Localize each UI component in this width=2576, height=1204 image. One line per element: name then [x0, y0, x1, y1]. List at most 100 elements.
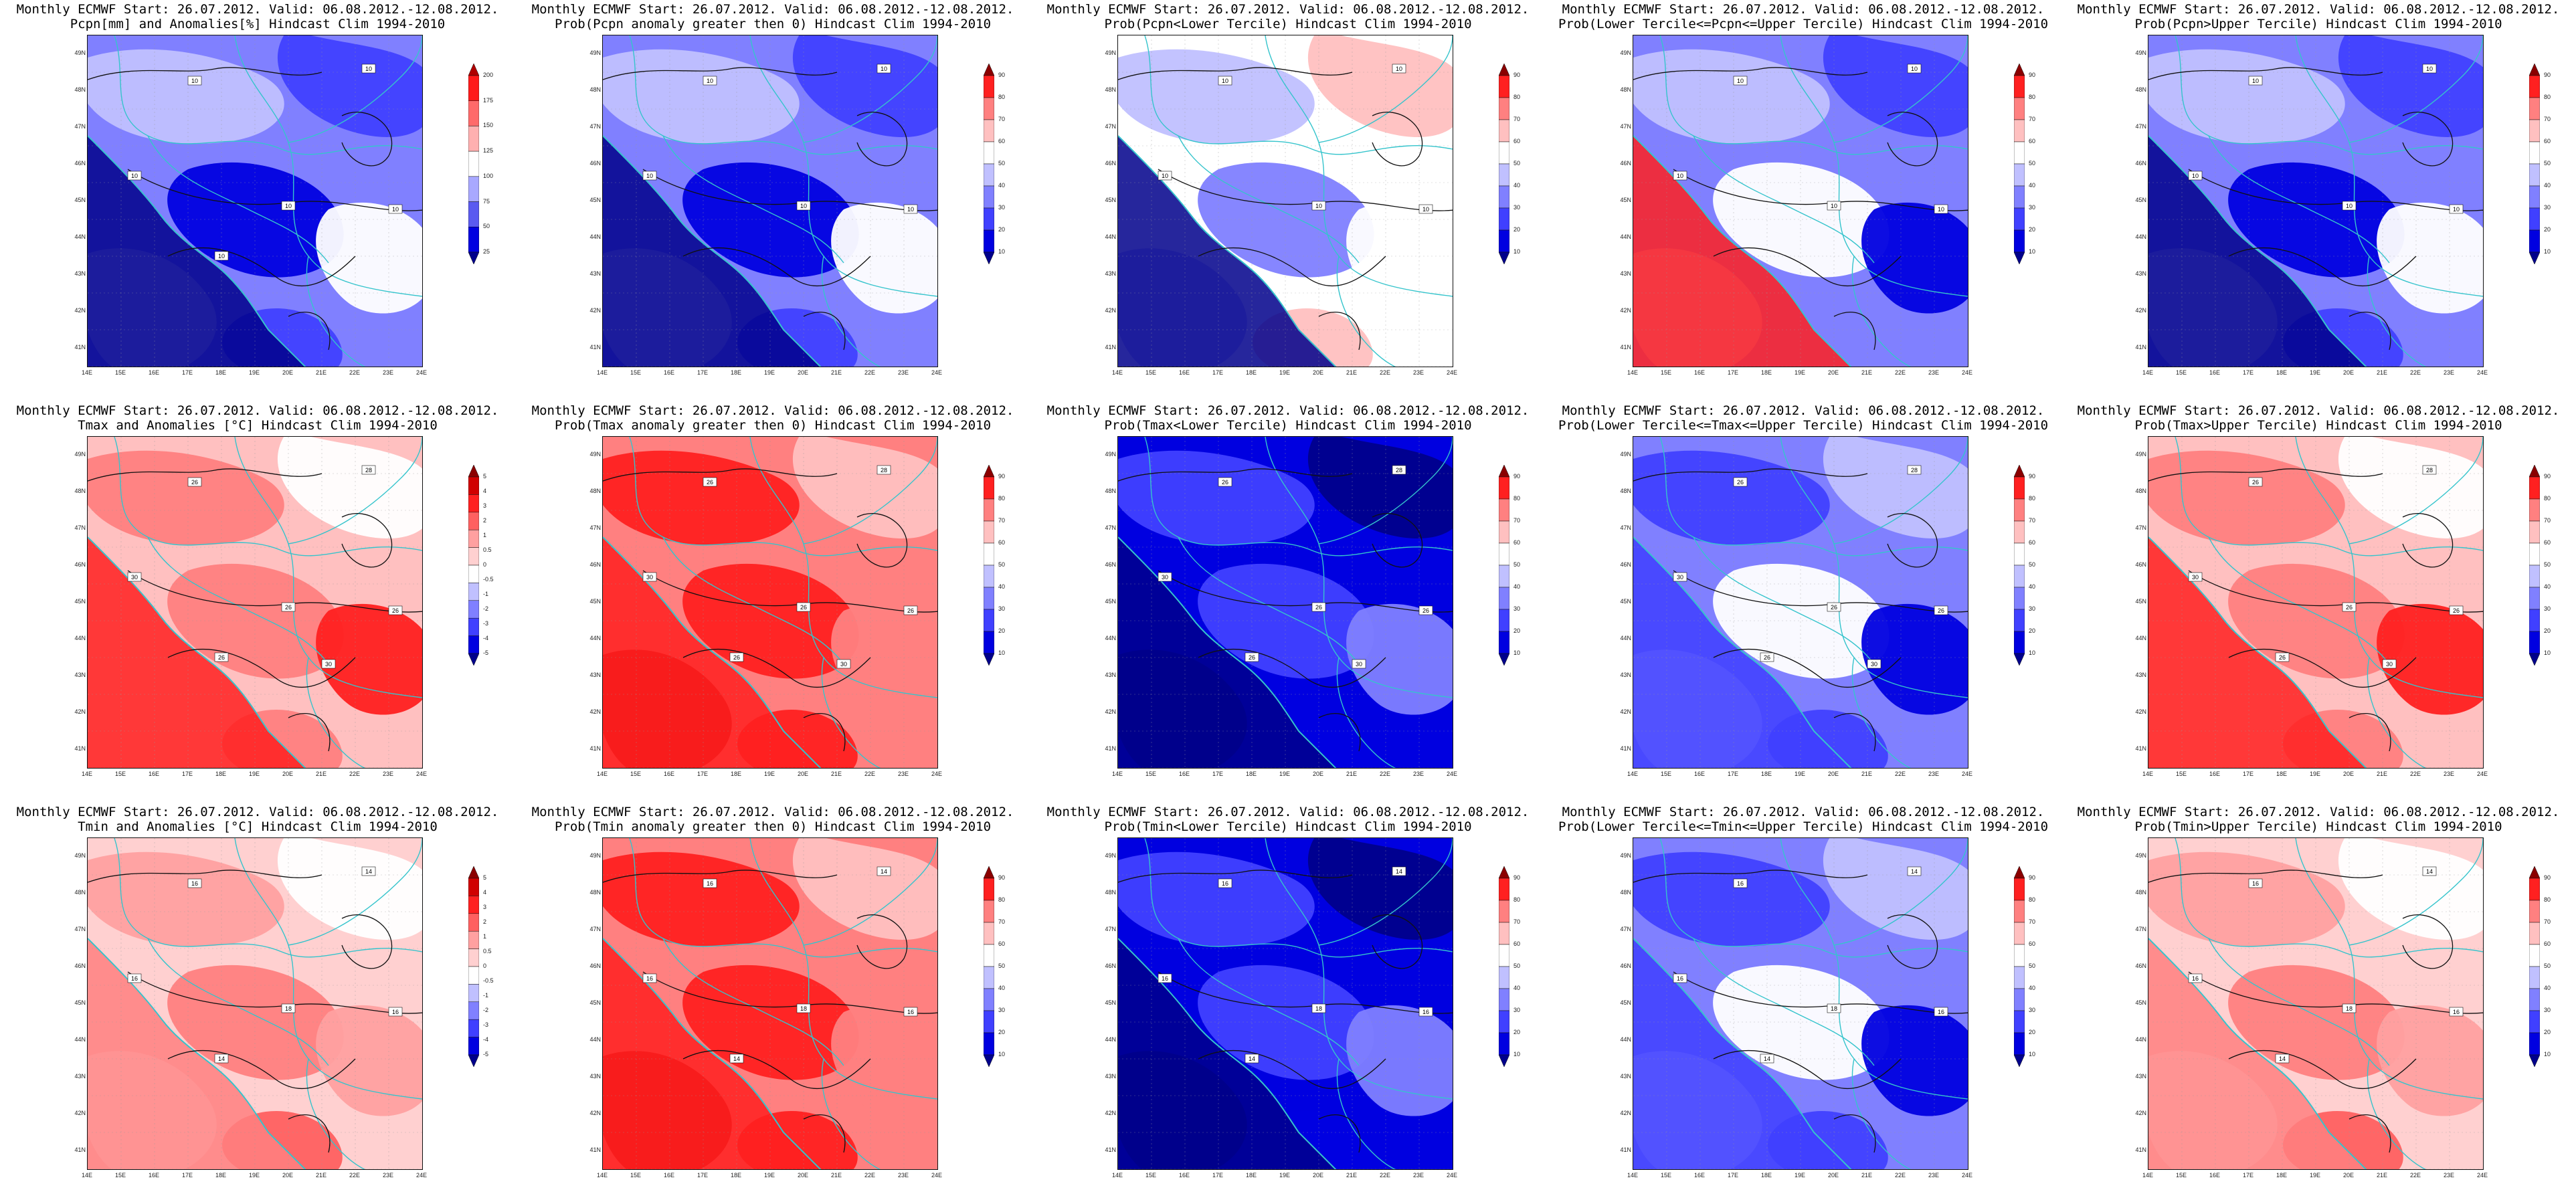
contour-label: 10: [1418, 204, 1433, 214]
colorbar-tick: 40: [1513, 985, 1521, 991]
colorbar-tick: -4: [483, 1036, 489, 1043]
panel-title: Monthly ECMWF Start: 26.07.2012. Valid: …: [2077, 403, 2560, 418]
latitude-label: 41N: [74, 745, 86, 752]
contour-label: 16: [1934, 1007, 1948, 1017]
longitude-label: 17E: [1212, 369, 1223, 376]
contour-line: [2148, 67, 2383, 80]
longitude-label: 18E: [2276, 369, 2287, 376]
colorbar-tick: -5: [483, 649, 489, 656]
contour-label: 26: [388, 605, 403, 615]
field-patch: [1633, 450, 1830, 545]
longitude-label: 22E: [1379, 771, 1390, 777]
longitude-label: 15E: [114, 771, 126, 777]
latitude-label: 44N: [74, 1036, 86, 1043]
colorbar-tick: 40: [2544, 182, 2551, 189]
country-border: [1851, 1058, 1912, 1169]
svg-text:10: 10: [646, 173, 653, 179]
colorbar-tick: 0: [483, 963, 487, 969]
country-border: [662, 536, 844, 665]
latitude-label: 42N: [2135, 708, 2146, 715]
colorbar-tick: 70: [2029, 918, 2036, 925]
colorbar-tick: 5: [483, 473, 487, 480]
svg-text:16: 16: [2453, 1009, 2460, 1015]
contour-label: 14: [2275, 1054, 2290, 1064]
longitude-label: 20E: [1827, 1172, 1839, 1179]
longitude-label: 18E: [1760, 1172, 1772, 1179]
longitude-label: 20E: [282, 369, 293, 376]
map-panel: Monthly ECMWF Start: 26.07.2012. Valid: …: [1030, 401, 1546, 803]
latitude-label: 48N: [1105, 488, 1116, 494]
longitude-label: 22E: [864, 771, 875, 777]
contour-label: 30: [2188, 572, 2203, 582]
contour-label: 16: [642, 973, 657, 983]
country-border: [2208, 536, 2390, 665]
latitude-label: 49N: [1105, 852, 1116, 859]
latitude-label: 47N: [74, 524, 86, 531]
field-patch: [277, 838, 422, 940]
field-patch: [1346, 1005, 1453, 1116]
country-border: [1833, 838, 1968, 946]
contour-label: 14: [1907, 866, 1922, 876]
colorbar-tick: -1: [483, 591, 489, 597]
latitude-label: 41N: [1620, 344, 1631, 350]
colorbar-tick: 10: [998, 649, 1006, 656]
svg-text:10: 10: [1831, 203, 1837, 209]
coastline: [2148, 536, 2367, 768]
colorbar-tick: 50: [483, 223, 490, 230]
field-patch: [2148, 450, 2345, 545]
field-patch: [88, 49, 284, 144]
longitude-label: 16E: [1178, 771, 1190, 777]
svg-text:14: 14: [2426, 868, 2433, 875]
latitude-label: 44N: [74, 233, 86, 240]
colorbar-tick: 70: [1513, 918, 1521, 925]
latitude-label: 41N: [1105, 1146, 1116, 1153]
svg-text:26: 26: [218, 654, 225, 661]
longitude-label: 23E: [897, 771, 909, 777]
contour-label: 14: [1392, 866, 1406, 876]
field-patch: [316, 1005, 422, 1116]
map-canvas: 16 14 16 18 16 14: [1118, 838, 1453, 1169]
colorbar-tick: 90: [1513, 72, 1521, 78]
longitude-label: 20E: [1312, 369, 1323, 376]
colorbar-tick: 70: [2544, 918, 2551, 925]
svg-text:14: 14: [1249, 1056, 1255, 1062]
longitude-label: 14E: [596, 771, 608, 777]
colorbar-tick: 10: [2544, 649, 2551, 656]
latitude-label: 48N: [589, 86, 601, 93]
latitude-label: 41N: [1620, 1146, 1631, 1153]
country-border: [1144, 35, 1453, 155]
country-border: [306, 1058, 366, 1169]
contour-label: 10: [1827, 201, 1841, 211]
latitude-label: 47N: [589, 123, 601, 130]
panel-title: Monthly ECMWF Start: 26.07.2012. Valid: …: [16, 403, 499, 418]
longitude-label: 20E: [2342, 771, 2354, 777]
contour-line: [341, 112, 393, 167]
contour-line: [856, 513, 908, 568]
latitude-label: 49N: [2135, 49, 2146, 56]
svg-text:10: 10: [1911, 66, 1918, 72]
country-border: [821, 657, 881, 768]
colorbar-tick: 40: [1513, 182, 1521, 189]
longitude-label: 16E: [148, 771, 159, 777]
panel-title: Monthly ECMWF Start: 26.07.2012. Valid: …: [16, 2, 499, 17]
colorbar-tick: 80: [2029, 495, 2036, 502]
latitude-label: 42N: [2135, 1110, 2146, 1116]
colorbar-tick: 60: [2029, 138, 2036, 144]
latitude-label: 48N: [2135, 488, 2146, 494]
coastline: [603, 536, 822, 768]
colorbar-tick: 20: [2029, 1029, 2036, 1035]
longitude-label: 17E: [697, 1172, 708, 1179]
longitude-label: 18E: [215, 1172, 226, 1179]
svg-text:16: 16: [2192, 975, 2199, 982]
colorbar-tick: 1: [483, 532, 487, 538]
latitude-label: 46N: [74, 561, 86, 568]
latitude-label: 41N: [2135, 745, 2146, 752]
colorbar-tick: 175: [483, 96, 494, 104]
map-frame: 26 28 30 26 26 26 30: [87, 436, 423, 769]
map-frame: 26 28 30 26 26 26 30: [602, 436, 938, 769]
panel-subtitle: Prob(Lower Tercile<=Pcpn<=Upper Tercile)…: [1558, 17, 2049, 31]
contour-label: 14: [2422, 866, 2437, 876]
latitude-label: 43N: [1105, 270, 1116, 277]
country-border: [629, 437, 937, 557]
